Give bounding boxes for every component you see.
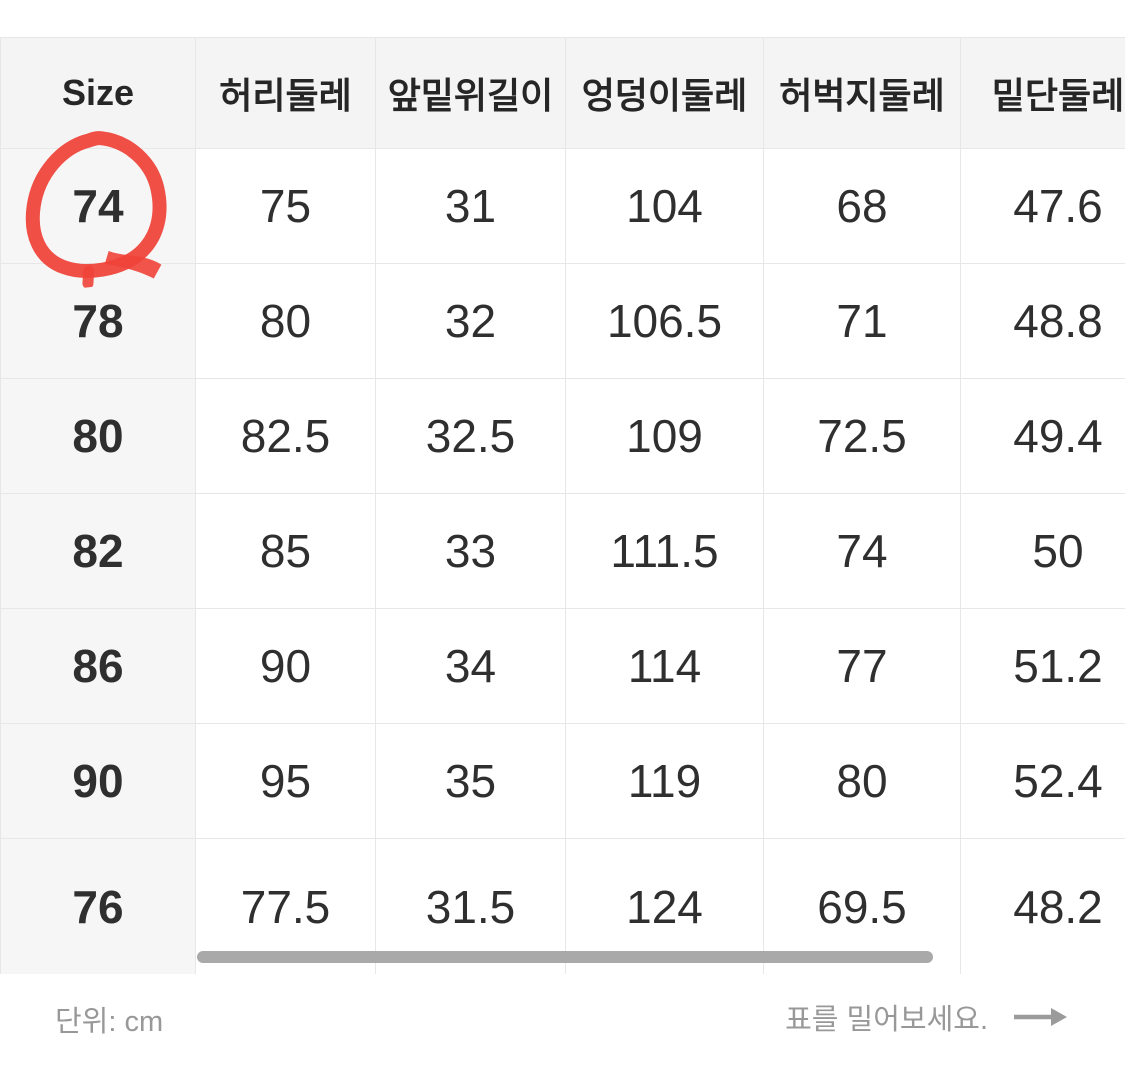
value-cell: 48.2 — [960, 838, 1125, 974]
col-header-hip: 엉덩이둘레 — [565, 37, 764, 149]
size-cell: 78 — [0, 263, 196, 379]
value-cell: 104 — [565, 148, 764, 264]
value-cell: 71 — [763, 263, 961, 379]
table-row-74: 74 75 31 104 68 47.6 — [0, 148, 1125, 264]
value-cell: 95 — [195, 723, 376, 839]
value-cell: 32 — [375, 263, 566, 379]
value-cell: 48.8 — [960, 263, 1125, 379]
size-table-scroll-area[interactable]: Size 허리둘레 앞밑위길이 엉덩이둘레 허벅지둘레 밑단둘레 74 75 3… — [0, 37, 1125, 974]
table-row-80: 80 82.5 32.5 109 72.5 49.4 — [0, 378, 1125, 494]
value-cell: 114 — [565, 608, 764, 724]
col-header-waist: 허리둘레 — [195, 37, 376, 149]
value-cell: 111.5 — [565, 493, 764, 609]
col-header-size: Size — [0, 37, 196, 149]
value-cell: 106.5 — [565, 263, 764, 379]
swipe-hint: 표를 밀어보세요. — [785, 996, 1068, 1038]
col-header-thigh: 허벅지둘레 — [763, 37, 961, 149]
value-cell: 74 — [763, 493, 961, 609]
value-cell: 35 — [375, 723, 566, 839]
value-cell: 51.2 — [960, 608, 1125, 724]
size-cell: 90 — [0, 723, 196, 839]
size-table: Size 허리둘레 앞밑위길이 엉덩이둘레 허벅지둘레 밑단둘레 74 75 3… — [0, 37, 1125, 974]
col-header-hem: 밑단둘레 — [960, 37, 1125, 149]
value-cell: 32.5 — [375, 378, 566, 494]
value-cell: 80 — [763, 723, 961, 839]
value-cell: 33 — [375, 493, 566, 609]
table-row-86: 86 90 34 114 77 51.2 — [0, 608, 1125, 724]
unit-label: 단위: cm — [55, 1006, 164, 1038]
size-cell: 86 — [0, 608, 196, 724]
header-row: Size 허리둘레 앞밑위길이 엉덩이둘레 허벅지둘레 밑단둘레 — [0, 37, 1125, 149]
value-cell: 50 — [960, 493, 1125, 609]
table-row-90: 90 95 35 119 80 52.4 — [0, 723, 1125, 839]
value-cell: 49.4 — [960, 378, 1125, 494]
value-cell: 80 — [195, 263, 376, 379]
horizontal-scrollbar-thumb[interactable] — [197, 951, 933, 963]
table-row-78: 78 80 32 106.5 71 48.8 — [0, 263, 1125, 379]
value-cell: 68 — [763, 148, 961, 264]
size-cell: 76 — [0, 838, 196, 974]
right-arrow-icon — [1012, 1005, 1068, 1029]
value-cell: 85 — [195, 493, 376, 609]
value-cell: 47.6 — [960, 148, 1125, 264]
size-cell: 82 — [0, 493, 196, 609]
value-cell: 119 — [565, 723, 764, 839]
value-cell: 31 — [375, 148, 566, 264]
size-cell: 74 — [0, 148, 196, 264]
table-row-82: 82 85 33 111.5 74 50 — [0, 493, 1125, 609]
size-cell: 80 — [0, 378, 196, 494]
value-cell: 77 — [763, 608, 961, 724]
value-cell: 52.4 — [960, 723, 1125, 839]
value-cell: 90 — [195, 608, 376, 724]
swipe-hint-label: 표를 밀어보세요. — [785, 1004, 988, 1036]
col-header-front-rise: 앞밑위길이 — [375, 37, 566, 149]
value-cell: 72.5 — [763, 378, 961, 494]
value-cell: 34 — [375, 608, 566, 724]
value-cell: 109 — [565, 378, 764, 494]
value-cell: 75 — [195, 148, 376, 264]
value-cell: 82.5 — [195, 378, 376, 494]
